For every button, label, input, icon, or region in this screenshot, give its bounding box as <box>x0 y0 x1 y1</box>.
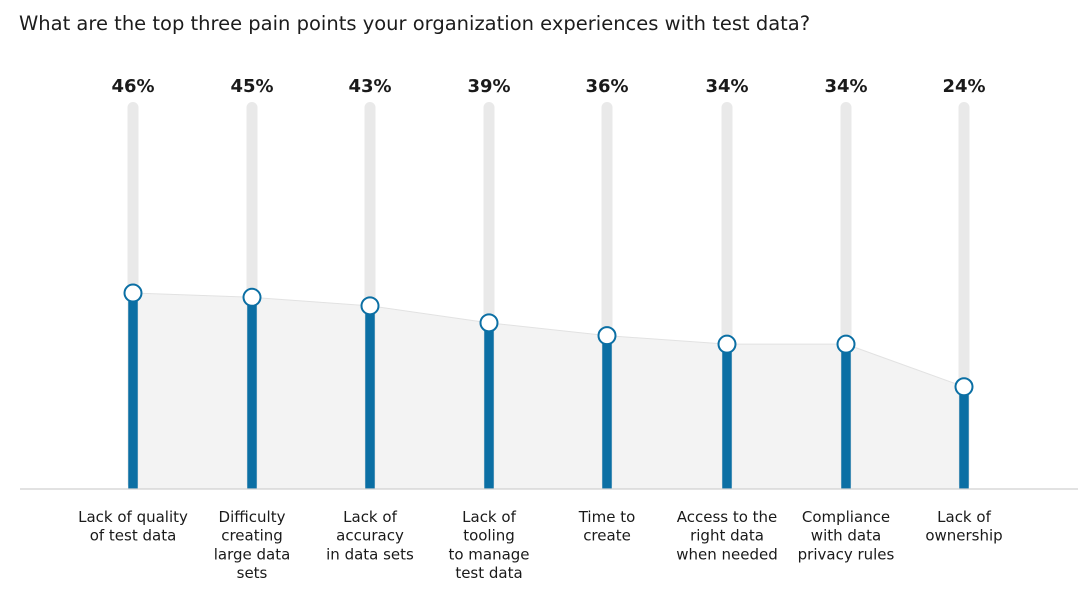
category-label-line: of test data <box>90 527 177 545</box>
value-label-8: 24% <box>942 76 985 97</box>
category-label-line: Lack of <box>462 508 516 526</box>
value-marker-4 <box>479 313 499 333</box>
value-label-2: 45% <box>230 76 273 97</box>
category-label-line: Difficulty <box>219 508 286 526</box>
bar-7 <box>841 344 851 489</box>
value-label-7: 34% <box>824 76 867 97</box>
category-label-line: Lack of quality <box>78 508 188 526</box>
bar-6 <box>722 344 732 489</box>
bar-4 <box>484 322 494 489</box>
value-marker-8 <box>954 377 974 397</box>
value-marker-1 <box>123 283 143 303</box>
bar-5 <box>602 335 612 489</box>
value-label-3: 43% <box>348 76 391 97</box>
category-label-2: Difficulty creating large data sets <box>214 508 291 582</box>
category-label-4: Lack of tooling to manage test data <box>448 508 529 582</box>
value-label-4: 39% <box>467 76 510 97</box>
category-label-line: sets <box>237 564 268 582</box>
category-label-1: Lack of quality of test data <box>78 508 188 545</box>
category-label-line: ownership <box>925 527 1002 545</box>
category-label-line: creating <box>221 527 283 545</box>
value-marker-2 <box>242 287 262 307</box>
category-label-line: large data <box>214 545 291 563</box>
category-label-line: accuracy <box>336 527 404 545</box>
value-marker-7 <box>836 334 856 354</box>
category-label-line: in data sets <box>326 545 414 563</box>
trend-area <box>133 293 964 489</box>
category-label-line: Compliance <box>802 508 890 526</box>
category-label-line: when needed <box>676 545 778 563</box>
category-label-line: Time to <box>578 508 636 526</box>
bar-8 <box>959 386 969 489</box>
value-label-1: 46% <box>111 76 154 97</box>
value-marker-6 <box>717 334 737 354</box>
category-label-line: to manage <box>448 545 529 563</box>
category-label-line: test data <box>455 564 522 582</box>
category-label-5: Time to create <box>578 508 636 545</box>
category-label-line: privacy rules <box>798 545 895 563</box>
bar-3 <box>365 305 375 489</box>
category-label-line: right data <box>690 527 764 545</box>
category-label-line: with data <box>811 527 881 545</box>
value-label-6: 34% <box>705 76 748 97</box>
value-marker-5 <box>597 326 617 346</box>
category-label-line: Access to the <box>677 508 778 526</box>
value-marker-3 <box>360 296 380 316</box>
chart-title: What are the top three pain points your … <box>19 12 811 35</box>
category-label-6: Access to the right data when needed <box>676 508 778 563</box>
category-label-line: Lack of <box>937 508 991 526</box>
category-label-line: Lack of <box>343 508 397 526</box>
trend-line <box>132 292 965 388</box>
category-label-8: Lack of ownership <box>925 508 1002 545</box>
category-label-7: Compliance with data privacy rules <box>798 508 895 563</box>
category-label-3: Lack of accuracy in data sets <box>326 508 414 563</box>
bar-2 <box>247 297 257 489</box>
value-label-5: 36% <box>585 76 628 97</box>
category-label-line: create <box>583 527 631 545</box>
category-label-line: tooling <box>463 527 515 545</box>
bar-1 <box>128 293 138 489</box>
